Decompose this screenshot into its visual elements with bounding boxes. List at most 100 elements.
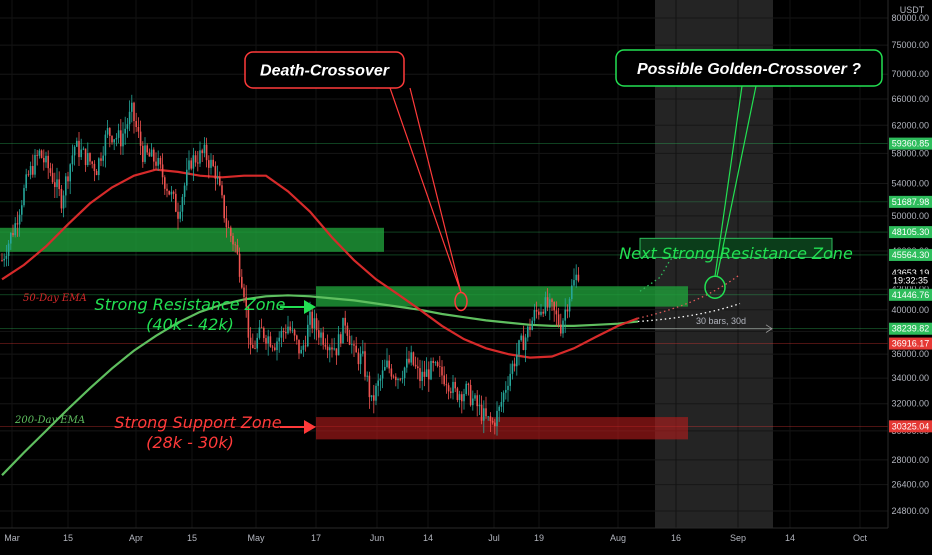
candle-body	[91, 161, 93, 164]
candle-body	[362, 351, 364, 354]
candle-body	[348, 335, 351, 345]
y-tick-label: 28000.00	[891, 455, 929, 465]
candle-body	[524, 337, 527, 350]
candle-body	[161, 164, 164, 178]
price-tag-label: 51687.98	[892, 197, 930, 207]
x-tick-label: 14	[423, 533, 433, 543]
candle-body	[241, 276, 243, 288]
y-tick-label: 34000.00	[891, 373, 929, 383]
candle-body	[498, 406, 500, 411]
candle-body	[553, 301, 555, 311]
resistance-arrow	[280, 300, 316, 314]
candle-body	[549, 299, 551, 308]
price-tag	[889, 288, 932, 301]
price-tag-label: 38239.82	[892, 324, 930, 334]
candle-body	[392, 376, 395, 378]
y-tick-label: 26400.00	[891, 480, 929, 490]
candle-body	[434, 362, 437, 364]
candle-body	[293, 329, 296, 336]
candle-body	[271, 346, 274, 348]
candle-body	[430, 360, 432, 380]
candle-body	[546, 297, 549, 308]
candle-body	[313, 318, 316, 329]
candle-body	[509, 373, 511, 386]
candle-body	[82, 148, 85, 150]
candle-body	[291, 329, 294, 331]
price-tag-label: 48105.30	[892, 227, 930, 237]
candle-body	[364, 351, 366, 377]
candle-body	[245, 297, 247, 307]
candle-body	[368, 375, 371, 398]
candle-body	[412, 352, 415, 365]
candle-body	[3, 258, 5, 261]
candle-body	[155, 161, 157, 166]
x-tick-label: Sep	[730, 533, 746, 543]
price-tag	[889, 337, 932, 350]
y-tick-label: 24800.00	[891, 506, 929, 516]
candle-body	[395, 376, 397, 381]
candle-body	[544, 297, 547, 314]
candle-body	[18, 214, 21, 225]
candle-body	[529, 326, 531, 330]
candle-body	[164, 177, 166, 189]
candle-body	[102, 155, 104, 161]
candle-body	[485, 408, 487, 417]
candle-body	[496, 410, 498, 427]
candle-body	[390, 368, 393, 377]
candle-body	[445, 384, 448, 386]
candle-body	[216, 177, 219, 179]
candle-body	[221, 185, 223, 196]
candle-body	[386, 360, 388, 367]
candle-body	[533, 310, 536, 321]
candle-body	[256, 337, 258, 349]
y-tick-label: 58000.00	[891, 148, 929, 158]
price-tag	[889, 226, 932, 239]
candle-body	[205, 144, 208, 161]
candle-body	[324, 344, 327, 347]
ema200-label: 200-Day EMA	[14, 415, 85, 426]
candle-body	[258, 327, 261, 338]
candle-body	[267, 336, 269, 344]
candle-body	[76, 140, 78, 147]
candle-body	[502, 392, 505, 402]
candle-body	[423, 371, 426, 377]
candle-body	[84, 148, 87, 166]
candle-body	[337, 334, 340, 356]
candle-body	[381, 370, 384, 379]
candle-body	[95, 171, 98, 176]
candle-body	[179, 211, 181, 219]
candle-body	[247, 306, 250, 338]
candle-body	[89, 152, 91, 162]
candle-body	[309, 311, 311, 325]
candle-body	[315, 318, 318, 331]
candle-body	[212, 159, 214, 167]
candle-body	[522, 335, 525, 350]
candle-body	[465, 383, 467, 394]
candle-body	[71, 155, 74, 165]
candle-body	[551, 299, 553, 302]
candle-body	[507, 385, 509, 390]
candle-body	[355, 345, 357, 353]
candle-body	[67, 176, 69, 182]
y-tick-label: 40000.00	[891, 305, 929, 315]
candle-body	[223, 195, 225, 219]
resistance-zone-range: (40k - 42k)	[146, 315, 234, 334]
candle-body	[80, 149, 82, 158]
candle-body	[43, 157, 45, 163]
candle-body	[410, 352, 412, 363]
candle-body	[56, 179, 58, 188]
candle-body	[263, 327, 265, 339]
y-tick-label: 62000.00	[891, 120, 929, 130]
price-tag-label: 59360.85	[892, 139, 930, 149]
candle-body	[331, 347, 333, 350]
death-cross-pointer	[389, 87, 462, 293]
candle-body	[45, 155, 47, 163]
candle-body	[65, 176, 67, 196]
candle-body	[269, 336, 272, 347]
candle-body	[428, 369, 430, 380]
candle-body	[172, 191, 175, 194]
candle-body	[414, 364, 417, 367]
candle-body	[40, 150, 43, 158]
candle-body	[351, 344, 353, 346]
